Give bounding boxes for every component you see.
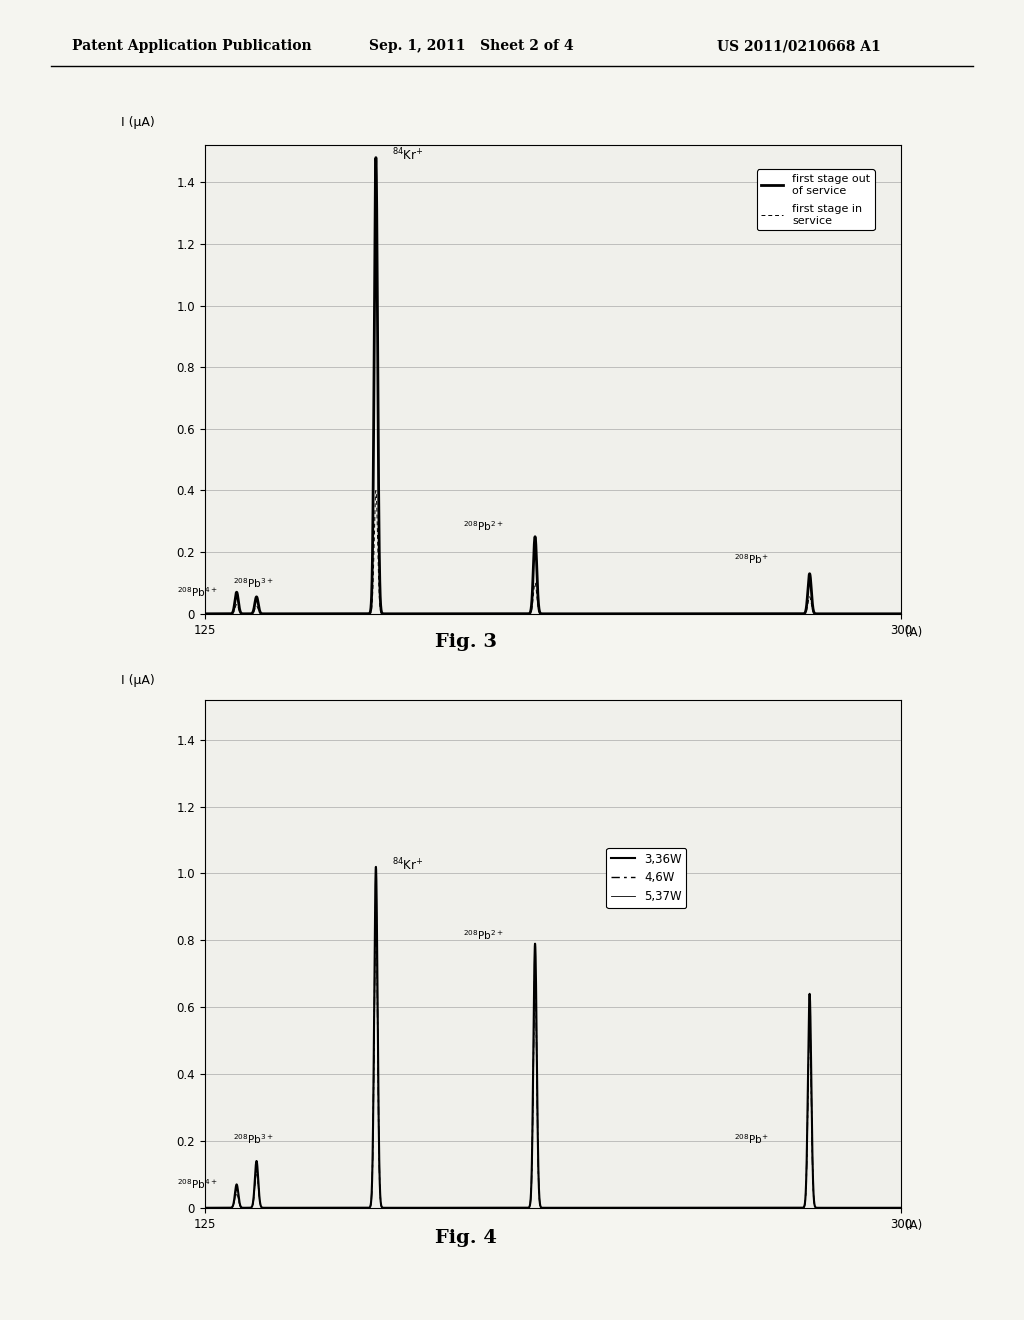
Legend: 3,36W, 4,6W, 5,37W: 3,36W, 4,6W, 5,37W <box>606 847 686 908</box>
Text: $\mathregular{^{208}}$Pb$\mathregular{^{3+}}$: $\mathregular{^{208}}$Pb$\mathregular{^{… <box>232 1133 273 1146</box>
Text: $\mathregular{^{208}}$Pb$^{+}$: $\mathregular{^{208}}$Pb$^{+}$ <box>734 1133 769 1146</box>
Text: $\mathregular{^{84}}$Kr$^{+}$: $\mathregular{^{84}}$Kr$^{+}$ <box>392 857 423 873</box>
Text: Patent Application Publication: Patent Application Publication <box>72 40 311 53</box>
Text: $\mathregular{^{208}}$Pb$\mathregular{^{2+}}$: $\mathregular{^{208}}$Pb$\mathregular{^{… <box>464 928 504 942</box>
Text: (A): (A) <box>904 626 922 639</box>
Text: Fig. 4: Fig. 4 <box>435 1229 497 1247</box>
Legend: first stage out
of service, first stage in
service: first stage out of service, first stage … <box>757 169 874 231</box>
Text: (A): (A) <box>904 1218 922 1232</box>
Text: Sep. 1, 2011   Sheet 2 of 4: Sep. 1, 2011 Sheet 2 of 4 <box>369 40 573 53</box>
Text: $\mathregular{^{208}}$Pb$^{+}$: $\mathregular{^{208}}$Pb$^{+}$ <box>734 553 769 566</box>
Text: I (μA): I (μA) <box>121 675 155 688</box>
Text: $\mathregular{^{208}}$Pb$\mathregular{^{3+}}$: $\mathregular{^{208}}$Pb$\mathregular{^{… <box>232 576 273 590</box>
Text: I (μA): I (μA) <box>121 116 155 129</box>
Text: $\mathregular{^{208}}$Pb$\mathregular{^{4+}}$: $\mathregular{^{208}}$Pb$\mathregular{^{… <box>177 1177 217 1192</box>
Text: $\mathregular{^{208}}$Pb$\mathregular{^{2+}}$: $\mathregular{^{208}}$Pb$\mathregular{^{… <box>464 519 504 532</box>
Text: Fig. 3: Fig. 3 <box>435 632 497 651</box>
Text: US 2011/0210668 A1: US 2011/0210668 A1 <box>717 40 881 53</box>
Text: $\mathregular{^{208}}$Pb$\mathregular{^{4+}}$: $\mathregular{^{208}}$Pb$\mathregular{^{… <box>177 585 217 599</box>
Text: $\mathregular{^{84}}$Kr$^{+}$: $\mathregular{^{84}}$Kr$^{+}$ <box>392 147 423 164</box>
